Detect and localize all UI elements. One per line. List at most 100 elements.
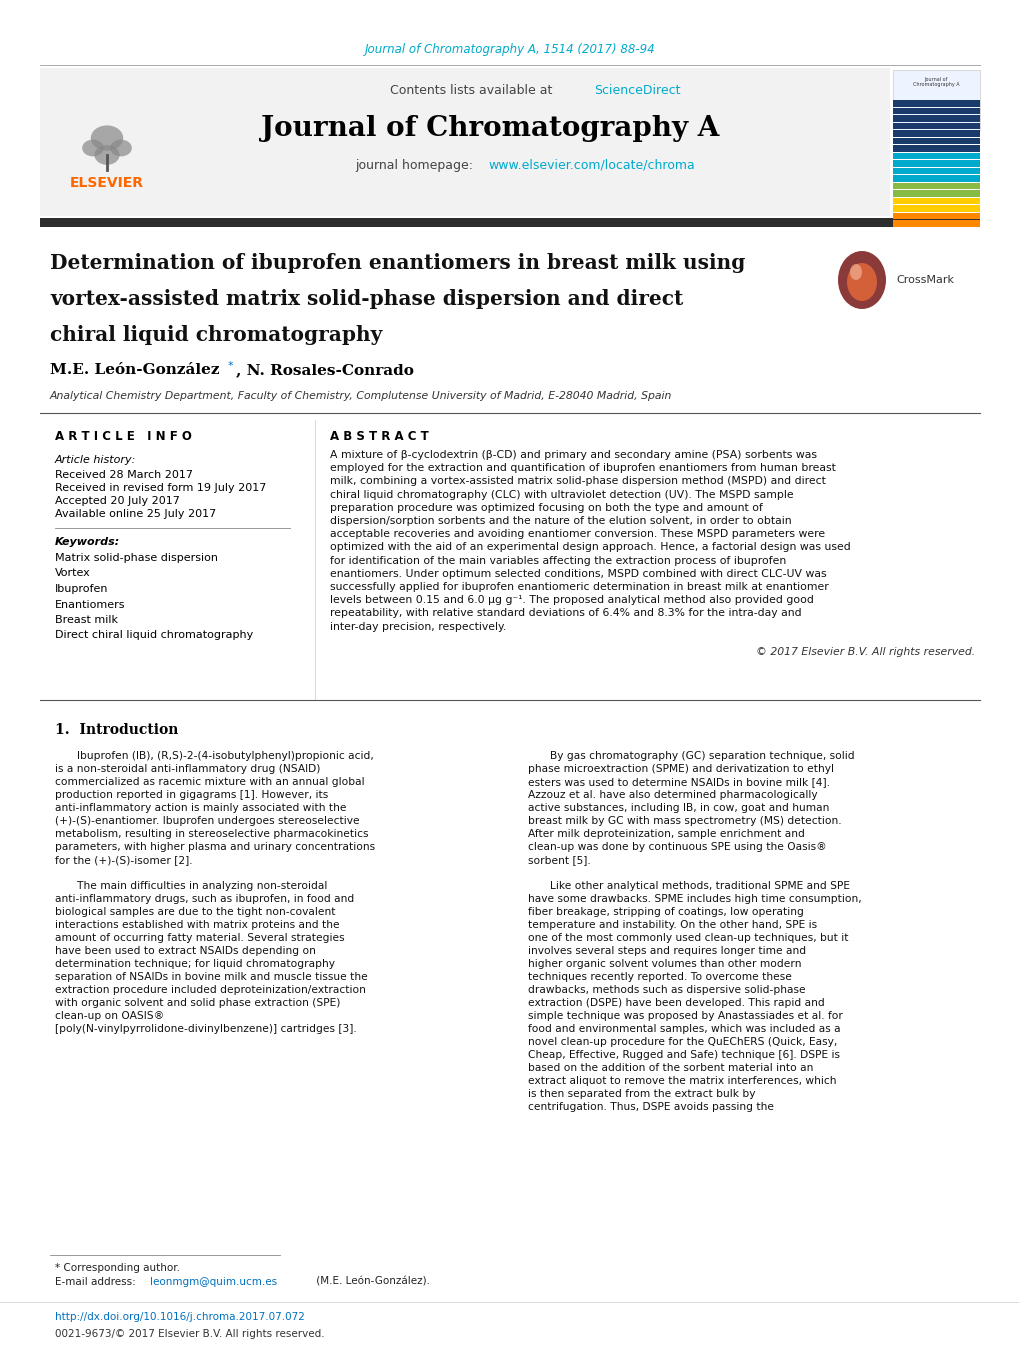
Text: *: * bbox=[228, 361, 233, 372]
Text: Enantiomers: Enantiomers bbox=[55, 600, 125, 609]
Text: techniques recently reported. To overcome these: techniques recently reported. To overcom… bbox=[528, 971, 791, 982]
Bar bbox=[892, 138, 979, 145]
Text: By gas chromatography (GC) separation technique, solid: By gas chromatography (GC) separation te… bbox=[549, 751, 854, 761]
Text: involves several steps and requires longer time and: involves several steps and requires long… bbox=[528, 946, 805, 957]
Text: interactions established with matrix proteins and the: interactions established with matrix pro… bbox=[55, 920, 339, 929]
Text: The main difficulties in analyzing non-steroidal: The main difficulties in analyzing non-s… bbox=[76, 881, 327, 892]
Ellipse shape bbox=[110, 139, 131, 157]
Text: acceptable recoveries and avoiding enantiomer conversion. These MSPD parameters : acceptable recoveries and avoiding enant… bbox=[330, 530, 824, 539]
Text: ScienceDirect: ScienceDirect bbox=[593, 84, 680, 96]
Text: Vortex: Vortex bbox=[55, 569, 91, 578]
Bar bbox=[892, 130, 979, 136]
Text: successfully applied for ibuprofen enantiomeric determination in breast milk at : successfully applied for ibuprofen enant… bbox=[330, 582, 828, 592]
Text: Article history:: Article history: bbox=[55, 455, 137, 465]
Text: * Corresponding author.: * Corresponding author. bbox=[55, 1263, 179, 1273]
Text: CrossMark: CrossMark bbox=[895, 276, 953, 285]
Bar bbox=[892, 123, 979, 128]
Text: clean-up on OASIS®: clean-up on OASIS® bbox=[55, 1011, 164, 1021]
Text: Ibuprofen (IB), (R,S)-2-(4-isobutylphenyl)propionic acid,: Ibuprofen (IB), (R,S)-2-(4-isobutylpheny… bbox=[76, 751, 373, 761]
Text: biological samples are due to the tight non-covalent: biological samples are due to the tight … bbox=[55, 907, 335, 917]
Text: separation of NSAIDs in bovine milk and muscle tissue the: separation of NSAIDs in bovine milk and … bbox=[55, 971, 368, 982]
Text: optimized with the aid of an experimental design approach. Hence, a factorial de: optimized with the aid of an experimenta… bbox=[330, 542, 850, 553]
Text: Direct chiral liquid chromatography: Direct chiral liquid chromatography bbox=[55, 631, 253, 640]
Text: metabolism, resulting in stereoselective pharmacokinetics: metabolism, resulting in stereoselective… bbox=[55, 830, 368, 839]
Text: production reported in gigagrams [1]. However, its: production reported in gigagrams [1]. Ho… bbox=[55, 790, 328, 800]
Text: Cheap, Effective, Rugged and Safe) technique [6]. DSPE is: Cheap, Effective, Rugged and Safe) techn… bbox=[528, 1050, 840, 1061]
Text: anti-inflammatory action is mainly associated with the: anti-inflammatory action is mainly assoc… bbox=[55, 802, 346, 813]
Text: dispersion/sorption sorbents and the nature of the elution solvent, in order to : dispersion/sorption sorbents and the nat… bbox=[330, 516, 791, 526]
Bar bbox=[892, 197, 979, 204]
Text: chiral liquid chromatography: chiral liquid chromatography bbox=[50, 326, 382, 345]
Text: leonmgm@quim.ucm.es: leonmgm@quim.ucm.es bbox=[150, 1277, 277, 1288]
Text: one of the most commonly used clean-up techniques, but it: one of the most commonly used clean-up t… bbox=[528, 934, 848, 943]
Bar bbox=[892, 115, 979, 122]
Text: Journal of
Chromatography A: Journal of Chromatography A bbox=[912, 77, 959, 88]
Text: A mixture of β-cyclodextrin (β-CD) and primary and secondary amine (PSA) sorbent: A mixture of β-cyclodextrin (β-CD) and p… bbox=[330, 450, 816, 459]
Text: for the (+)-(S)-isomer [2].: for the (+)-(S)-isomer [2]. bbox=[55, 855, 193, 865]
Bar bbox=[892, 159, 979, 166]
Text: food and environmental samples, which was included as a: food and environmental samples, which wa… bbox=[528, 1024, 840, 1034]
Text: Breast milk: Breast milk bbox=[55, 615, 118, 626]
Text: Keywords:: Keywords: bbox=[55, 536, 120, 547]
Text: Matrix solid-phase dispersion: Matrix solid-phase dispersion bbox=[55, 553, 218, 563]
Text: levels between 0.15 and 6.0 μg g⁻¹. The proposed analytical method also provided: levels between 0.15 and 6.0 μg g⁻¹. The … bbox=[330, 596, 813, 605]
Text: © 2017 Elsevier B.V. All rights reserved.: © 2017 Elsevier B.V. All rights reserved… bbox=[755, 647, 974, 657]
Text: centrifugation. Thus, DSPE avoids passing the: centrifugation. Thus, DSPE avoids passin… bbox=[528, 1102, 773, 1112]
Text: breast milk by GC with mass spectrometry (MS) detection.: breast milk by GC with mass spectrometry… bbox=[528, 816, 841, 825]
Text: Received 28 March 2017: Received 28 March 2017 bbox=[55, 470, 193, 480]
Text: Azzouz et al. have also determined pharmacologically: Azzouz et al. have also determined pharm… bbox=[528, 790, 817, 800]
Text: extraction (DSPE) have been developed. This rapid and: extraction (DSPE) have been developed. T… bbox=[528, 998, 824, 1008]
Text: phase microextraction (SPME) and derivatization to ethyl: phase microextraction (SPME) and derivat… bbox=[528, 765, 834, 774]
Text: (+)-(S)-enantiomer. Ibuprofen undergoes stereoselective: (+)-(S)-enantiomer. Ibuprofen undergoes … bbox=[55, 816, 360, 825]
Text: temperature and instability. On the other hand, SPE is: temperature and instability. On the othe… bbox=[528, 920, 816, 929]
Text: Ibuprofen: Ibuprofen bbox=[55, 584, 108, 594]
Bar bbox=[892, 100, 979, 107]
Bar bbox=[892, 190, 979, 196]
Text: http://dx.doi.org/10.1016/j.chroma.2017.07.072: http://dx.doi.org/10.1016/j.chroma.2017.… bbox=[55, 1312, 305, 1323]
Text: chiral liquid chromatography (CLC) with ultraviolet detection (UV). The MSPD sam: chiral liquid chromatography (CLC) with … bbox=[330, 489, 793, 500]
Text: Accepted 20 July 2017: Accepted 20 July 2017 bbox=[55, 496, 179, 507]
Text: enantiomers. Under optimum selected conditions, MSPD combined with direct CLC-UV: enantiomers. Under optimum selected cond… bbox=[330, 569, 825, 578]
Text: based on the addition of the sorbent material into an: based on the addition of the sorbent mat… bbox=[528, 1063, 812, 1073]
Bar bbox=[892, 153, 979, 159]
Text: Journal of Chromatography A, 1514 (2017) 88-94: Journal of Chromatography A, 1514 (2017)… bbox=[365, 43, 654, 57]
Text: Contents lists available at: Contents lists available at bbox=[389, 84, 555, 96]
Text: higher organic solvent volumes than other modern: higher organic solvent volumes than othe… bbox=[528, 959, 801, 969]
Text: ELSEVIER: ELSEVIER bbox=[70, 176, 144, 190]
Text: Received in revised form 19 July 2017: Received in revised form 19 July 2017 bbox=[55, 484, 266, 493]
Text: clean-up was done by continuous SPE using the Oasis®: clean-up was done by continuous SPE usin… bbox=[528, 842, 826, 852]
Text: is then separated from the extract bulk by: is then separated from the extract bulk … bbox=[528, 1089, 755, 1098]
Text: Available online 25 July 2017: Available online 25 July 2017 bbox=[55, 509, 216, 519]
Text: www.elsevier.com/locate/chroma: www.elsevier.com/locate/chroma bbox=[487, 158, 694, 172]
Text: novel clean-up procedure for the QuEChERS (Quick, Easy,: novel clean-up procedure for the QuEChER… bbox=[528, 1038, 837, 1047]
Text: (M.E. León-González).: (M.E. León-González). bbox=[313, 1277, 430, 1288]
Bar bbox=[892, 205, 979, 212]
Text: Determination of ibuprofen enantiomers in breast milk using: Determination of ibuprofen enantiomers i… bbox=[50, 253, 745, 273]
Text: commercialized as racemic mixture with an annual global: commercialized as racemic mixture with a… bbox=[55, 777, 364, 788]
Text: is a non-steroidal anti-inflammatory drug (NSAID): is a non-steroidal anti-inflammatory dru… bbox=[55, 765, 320, 774]
Text: active substances, including IB, in cow, goat and human: active substances, including IB, in cow,… bbox=[528, 802, 828, 813]
Text: A R T I C L E   I N F O: A R T I C L E I N F O bbox=[55, 430, 192, 443]
Text: Analytical Chemistry Department, Faculty of Chemistry, Complutense University of: Analytical Chemistry Department, Faculty… bbox=[50, 390, 672, 401]
Text: 1.  Introduction: 1. Introduction bbox=[55, 723, 178, 738]
Text: repeatability, with relative standard deviations of 6.4% and 8.3% for the intra-: repeatability, with relative standard de… bbox=[330, 608, 801, 619]
Text: inter-day precision, respectively.: inter-day precision, respectively. bbox=[330, 621, 505, 632]
Ellipse shape bbox=[838, 251, 886, 309]
Bar bbox=[892, 182, 979, 189]
Text: parameters, with higher plasma and urinary concentrations: parameters, with higher plasma and urina… bbox=[55, 842, 375, 852]
Text: anti-inflammatory drugs, such as ibuprofen, in food and: anti-inflammatory drugs, such as ibuprof… bbox=[55, 894, 354, 904]
Text: esters was used to determine NSAIDs in bovine milk [4].: esters was used to determine NSAIDs in b… bbox=[528, 777, 829, 788]
Bar bbox=[892, 145, 979, 151]
Text: , N. Rosales-Conrado: , N. Rosales-Conrado bbox=[235, 363, 414, 377]
Text: amount of occurring fatty material. Several strategies: amount of occurring fatty material. Seve… bbox=[55, 934, 344, 943]
Text: extract aliquot to remove the matrix interferences, which: extract aliquot to remove the matrix int… bbox=[528, 1075, 836, 1086]
Ellipse shape bbox=[91, 126, 123, 150]
Bar bbox=[892, 168, 979, 174]
Text: sorbent [5].: sorbent [5]. bbox=[528, 855, 590, 865]
Text: journal homepage:: journal homepage: bbox=[355, 158, 477, 172]
Text: drawbacks, methods such as dispersive solid-phase: drawbacks, methods such as dispersive so… bbox=[528, 985, 805, 994]
Bar bbox=[892, 70, 979, 130]
Bar bbox=[892, 220, 979, 227]
Text: A B S T R A C T: A B S T R A C T bbox=[330, 430, 428, 443]
Ellipse shape bbox=[95, 145, 119, 165]
